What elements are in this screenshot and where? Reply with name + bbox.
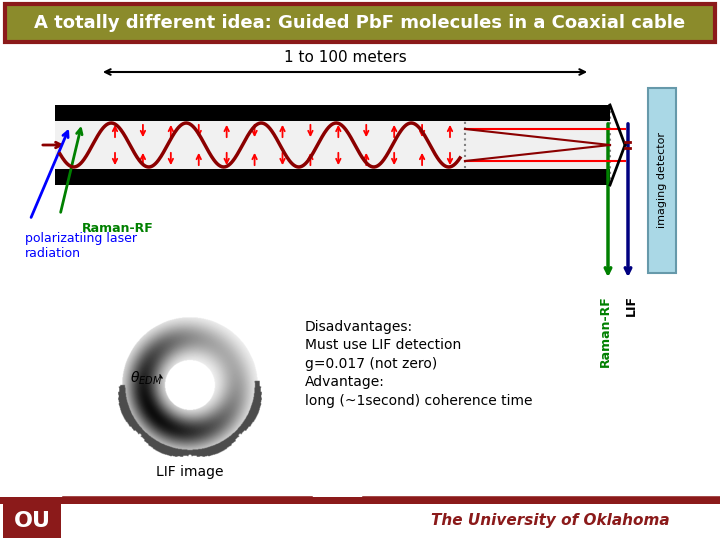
Bar bbox=[465, 107, 610, 183]
Bar bbox=[55, 121, 610, 169]
Text: Raman-RF: Raman-RF bbox=[82, 222, 154, 235]
Bar bbox=[5, 4, 715, 42]
Text: 1 to 100 meters: 1 to 100 meters bbox=[284, 50, 406, 65]
Text: $\theta_{EDM}$: $\theta_{EDM}$ bbox=[130, 369, 162, 387]
Bar bbox=[55, 169, 610, 185]
Text: LIF image: LIF image bbox=[156, 465, 224, 479]
Text: Disadvantages:
Must use LIF detection
g=0.017 (not zero)
Advantage:
long (~1seco: Disadvantages: Must use LIF detection g=… bbox=[305, 320, 533, 408]
Text: imaging detector: imaging detector bbox=[657, 132, 667, 228]
Text: A totally different idea: Guided PbF molecules in a Coaxial cable: A totally different idea: Guided PbF mol… bbox=[35, 14, 685, 32]
Text: LIF: LIF bbox=[624, 295, 637, 316]
Bar bbox=[648, 88, 676, 273]
Bar bbox=[0, 497, 720, 504]
Text: OU: OU bbox=[14, 511, 50, 531]
Text: Raman-RF: Raman-RF bbox=[598, 295, 611, 367]
Text: The University of Oklahoma: The University of Oklahoma bbox=[431, 514, 670, 529]
Text: polarizatiing laser
radiation: polarizatiing laser radiation bbox=[25, 232, 137, 260]
Bar bbox=[3, 503, 61, 538]
Bar bbox=[55, 105, 610, 121]
